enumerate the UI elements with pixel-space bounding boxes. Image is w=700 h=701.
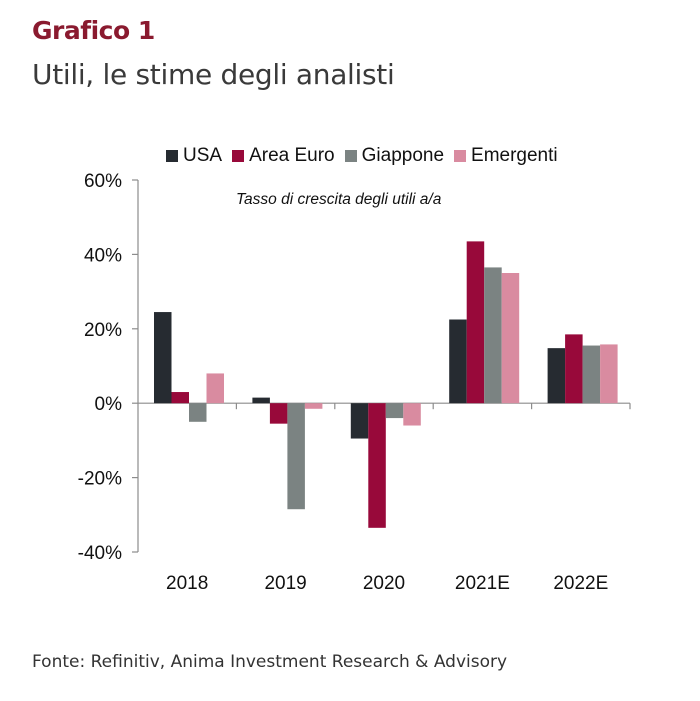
bar — [269, 403, 288, 424]
y-tick-label: 40% — [84, 245, 122, 266]
bar — [206, 373, 224, 404]
chart-heading: Grafico 1 — [32, 16, 155, 45]
bar — [484, 267, 502, 404]
legend-swatch-giappone — [344, 150, 357, 162]
y-tick-label: 60% — [84, 171, 122, 192]
y-tick-label: 0% — [95, 394, 123, 415]
legend-swatch-usa — [166, 150, 178, 162]
bar — [501, 273, 520, 404]
source-note: Fonte: Refinitiv, Anima Investment Resea… — [32, 652, 508, 672]
bar — [252, 397, 270, 404]
bar — [582, 345, 601, 404]
chart-annotation: Tasso di crescita degli utili a/a — [236, 191, 442, 208]
legend-label-usa: USA — [183, 145, 223, 166]
legend-item-emergenti: Emergenti — [454, 145, 558, 167]
bar — [350, 403, 369, 439]
x-tick-label: 2020 — [363, 573, 405, 594]
y-tick-label: -20% — [78, 469, 122, 490]
x-tick-label: 2022E — [553, 573, 608, 594]
bar — [403, 403, 421, 426]
bar — [385, 403, 404, 419]
legend-label-emergenti: Emergenti — [471, 145, 558, 166]
bar — [449, 319, 467, 404]
bar — [547, 348, 566, 404]
y-tick-label: 20% — [84, 320, 122, 341]
bar — [368, 403, 386, 528]
bar — [565, 334, 583, 404]
legend-label-area-euro: Area Euro — [249, 145, 335, 166]
bar — [189, 403, 207, 422]
bar — [304, 403, 323, 409]
legend-label-giappone: Giappone — [361, 145, 445, 166]
bar — [171, 392, 189, 404]
x-tick-label: 2019 — [264, 573, 306, 594]
chart-subheading: Utili, le stime degli analisti — [32, 58, 395, 91]
x-tick-label: 2021E — [455, 573, 510, 594]
legend-item-giappone: Giappone — [344, 145, 445, 167]
y-tick-label: -40% — [78, 543, 122, 564]
bar — [287, 403, 305, 510]
bar — [154, 312, 172, 404]
legend-swatch-area-euro — [232, 150, 245, 162]
legend: USA Area Euro Giappone Emergenti — [166, 145, 568, 167]
bar — [600, 344, 618, 404]
x-tick-label: 2018 — [166, 573, 208, 594]
legend-swatch-emergenti — [454, 150, 467, 162]
legend-item-area-euro: Area Euro — [232, 145, 335, 167]
bar — [466, 241, 485, 404]
legend-item-usa: USA — [166, 145, 222, 167]
